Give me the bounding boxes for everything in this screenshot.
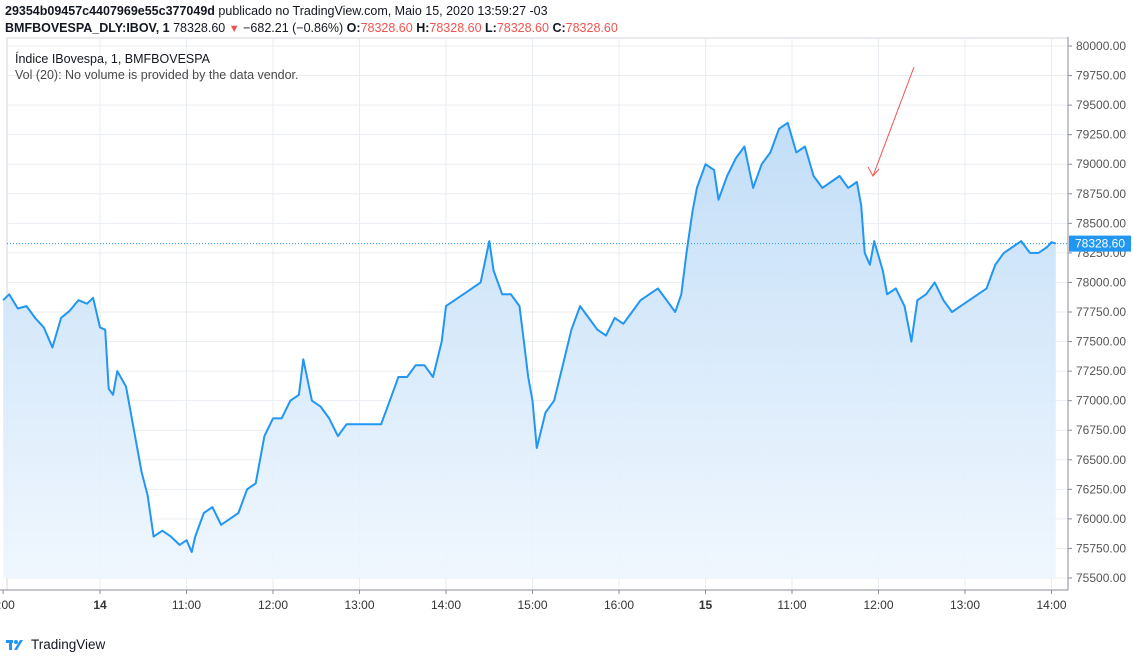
tradingview-brand: TradingView: [31, 637, 106, 652]
y-tick-label: 75750.00: [1076, 541, 1126, 555]
open-label: O:: [346, 21, 361, 35]
publish-info: 29354b09457c4407969e55c377049d publicado…: [5, 4, 548, 18]
y-tick-label: 80000.00: [1076, 39, 1126, 53]
y-tick-label: 76500.00: [1076, 453, 1126, 467]
y-tick-label: 77750.00: [1076, 305, 1126, 319]
y-tick-label: 77250.00: [1076, 364, 1126, 378]
tradingview-icon: [6, 639, 23, 650]
x-tick-label: 13:00: [344, 598, 374, 612]
price-chart[interactable]: 80000.00 79750.00 79500.00 79250.00 79000.00…: [0, 37, 1140, 629]
area-fill: [3, 122, 1056, 579]
symbol-info: BMFBOVESPA_DLY:IBOV, 1 78328.60 ▼ −682.2…: [5, 21, 618, 35]
last-price-badge: [1069, 235, 1131, 252]
tradingview-logo[interactable]: TradingView: [6, 637, 105, 652]
low-label: L:: [485, 21, 497, 35]
close-value: 78328.60: [565, 21, 618, 35]
x-tick-label: 13:00: [950, 598, 980, 612]
price-line: [2, 121, 1057, 553]
x-tick-label: 11:00: [777, 598, 806, 612]
volume-note: Vol (20): No volume is provided by the d…: [15, 68, 299, 82]
high-label: H:: [416, 21, 430, 35]
x-tick-label: 14:00: [431, 598, 461, 612]
symbol-name: BMFBOVESPA_DLY:IBOV, 1: [5, 21, 170, 35]
x-tick-label: 15:00: [517, 598, 547, 612]
x-tick-label: 15: [699, 598, 713, 612]
last-price-label: 78328.60: [1075, 237, 1125, 251]
y-tick-label: 75500.00: [1076, 571, 1126, 585]
y-tick-label: 79250.00: [1076, 128, 1126, 142]
y-tick-label: 76000.00: [1076, 512, 1126, 526]
x-tick-label: 16:00: [604, 598, 634, 612]
y-tick-label: 79000.00: [1076, 157, 1126, 171]
y-tick-label: 79500.00: [1076, 98, 1126, 112]
y-tick-label: 78500.00: [1076, 216, 1126, 230]
y-tick-label: 77000.00: [1076, 394, 1126, 408]
annotation-arrowhead: [867, 166, 880, 177]
annotation-arrow: [872, 66, 915, 177]
x-tick-label: 14: [93, 598, 107, 612]
y-tick-label: 78000.00: [1076, 275, 1126, 289]
x-tick-label: 14:00: [1036, 598, 1066, 612]
last-price: 78328.60: [173, 21, 226, 35]
y-tick-label: 76250.00: [1076, 482, 1126, 496]
chart-id: 29354b09457c4407969e55c377049d: [5, 4, 215, 18]
open-value: 78328.60: [360, 21, 413, 35]
price-change: −682.21 (−0.86%): [243, 21, 344, 35]
low-value: 78328.60: [496, 21, 549, 35]
high-value: 78328.60: [429, 21, 482, 35]
close-label: C:: [552, 21, 566, 35]
x-tick-label: 6:00: [0, 598, 15, 612]
y-tick-label: 76750.00: [1076, 423, 1126, 437]
x-tick-label: 12:00: [863, 598, 893, 612]
series-title: Índice IBovespa, 1, BMFBOVESPA: [15, 52, 210, 66]
y-tick-label: 79750.00: [1076, 69, 1126, 83]
x-tick-label: 12:00: [258, 598, 288, 612]
y-tick-label: 77500.00: [1076, 335, 1126, 349]
y-tick-label: 78750.00: [1076, 187, 1126, 201]
down-arrow-icon: ▼: [228, 23, 240, 35]
publish-text: publicado no TradingView.com, Maio 15, 2…: [214, 4, 548, 18]
x-tick-label: 11:00: [172, 598, 201, 612]
